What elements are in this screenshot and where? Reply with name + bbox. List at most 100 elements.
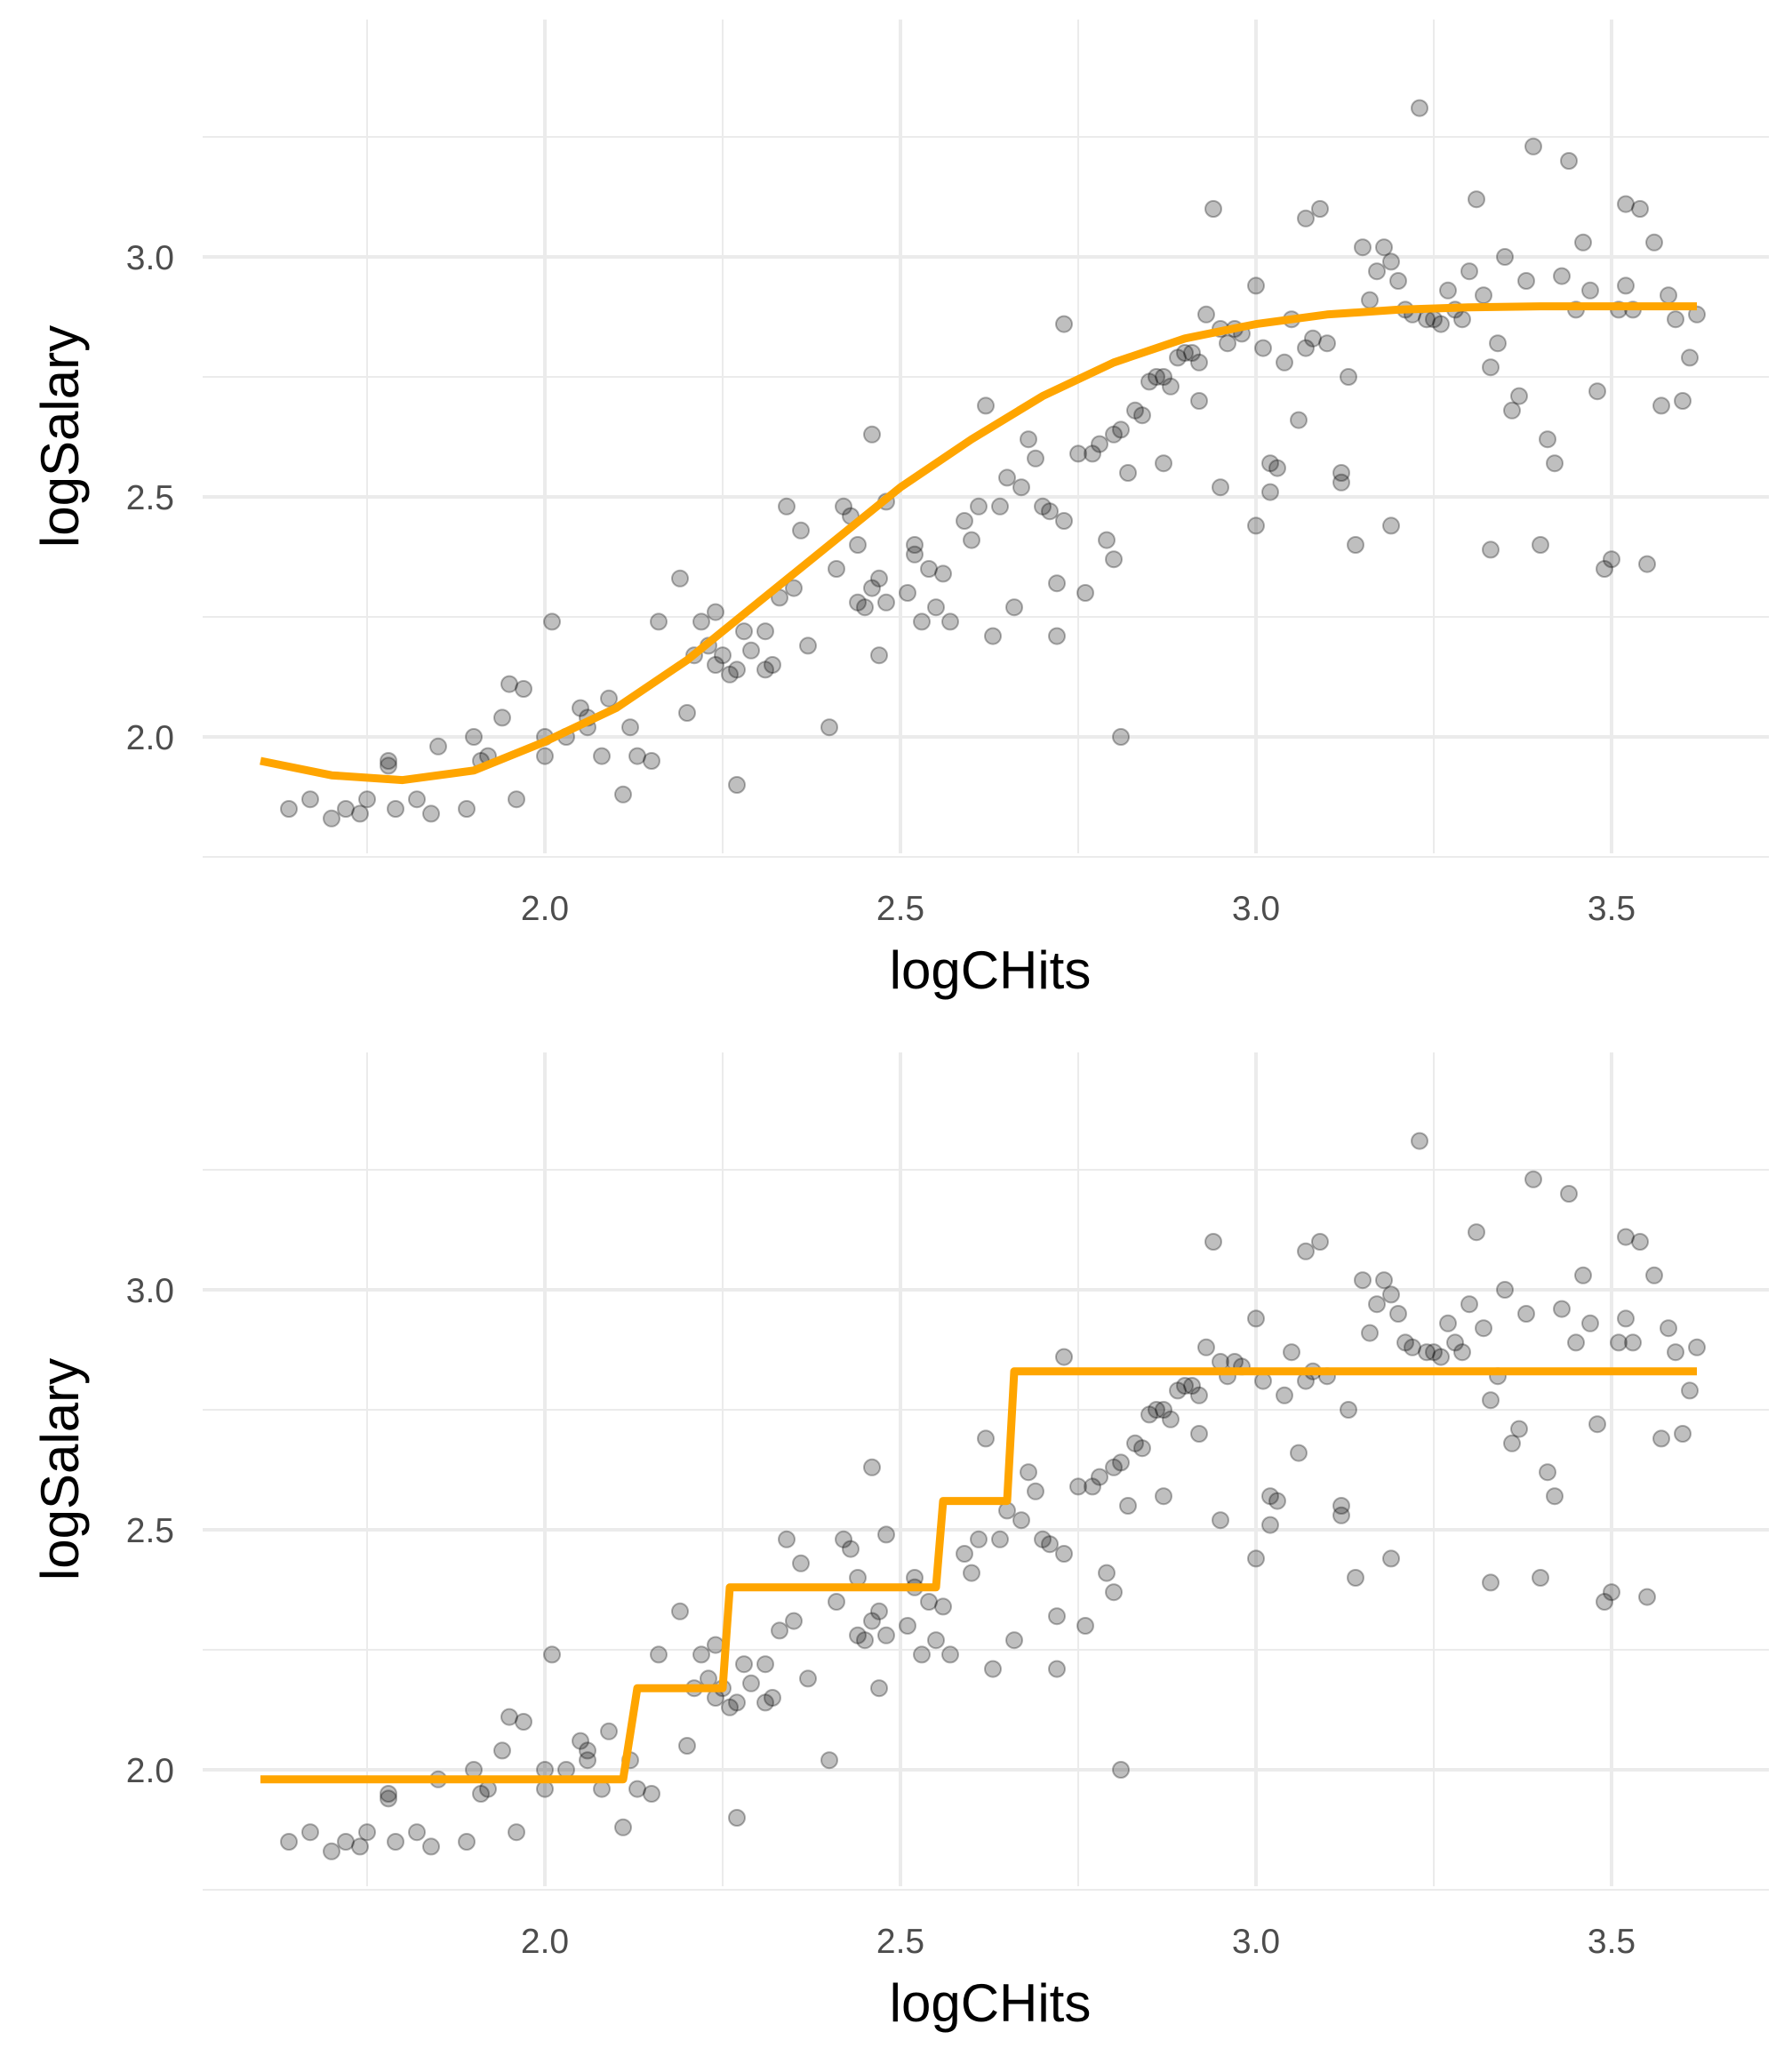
data-point	[1169, 348, 1187, 367]
data-point	[1119, 464, 1137, 482]
data-point	[906, 536, 924, 554]
gridlines	[203, 1052, 1769, 1891]
data-point	[785, 1612, 803, 1630]
data-point	[820, 718, 838, 737]
data-point	[1581, 281, 1599, 300]
data-point	[1190, 353, 1208, 372]
data-point	[1375, 238, 1393, 257]
data-point	[1517, 272, 1535, 290]
data-point	[941, 1645, 959, 1664]
data-point	[1176, 1377, 1194, 1395]
data-point	[500, 1708, 518, 1726]
data-point	[1347, 1569, 1364, 1587]
y-axis-title: logSalary	[30, 1358, 90, 1580]
data-point	[387, 1833, 404, 1851]
data-point	[1155, 1401, 1172, 1419]
data-point	[1212, 478, 1229, 497]
data-point	[515, 1713, 532, 1731]
data-point	[1076, 1617, 1094, 1635]
data-point	[870, 1602, 888, 1620]
data-point	[301, 790, 319, 809]
data-point	[380, 1789, 397, 1808]
y-tick-label: 3.0	[126, 1272, 174, 1310]
y-tick-label: 2.0	[126, 719, 174, 757]
data-point	[1482, 358, 1500, 377]
data-point	[1112, 420, 1130, 439]
data-point	[721, 665, 739, 684]
data-point	[1276, 353, 1293, 372]
data-point	[1546, 1487, 1564, 1506]
data-point	[1375, 1271, 1393, 1290]
data-point	[870, 569, 888, 588]
data-point	[1268, 459, 1286, 477]
data-point	[1297, 209, 1315, 228]
data-point	[1261, 483, 1279, 501]
data-point	[1091, 1468, 1108, 1486]
data-point	[1055, 1348, 1073, 1366]
data-point	[600, 689, 618, 708]
data-point	[856, 1631, 874, 1650]
data-point	[1112, 1453, 1130, 1472]
data-point	[778, 497, 796, 516]
data-point	[870, 1679, 888, 1698]
data-point	[1318, 334, 1336, 353]
data-point	[1617, 1228, 1635, 1246]
data-point	[849, 536, 867, 554]
data-point	[1055, 315, 1073, 333]
data-point	[1084, 1477, 1101, 1496]
data-point	[1176, 344, 1194, 362]
data-point	[1617, 1309, 1635, 1328]
data-point	[1617, 276, 1635, 295]
data-point	[1283, 1343, 1300, 1362]
data-point	[991, 497, 1009, 516]
data-point	[1332, 473, 1350, 492]
data-point	[1119, 1497, 1137, 1515]
data-point	[1361, 291, 1379, 309]
data-point	[1446, 1333, 1464, 1352]
data-point	[728, 1809, 746, 1827]
data-point	[1667, 310, 1684, 329]
data-point	[799, 1669, 817, 1688]
data-point	[728, 1693, 746, 1712]
data-point	[899, 1617, 916, 1635]
data-point	[650, 1645, 668, 1664]
x-axis-title: logCHits	[890, 1973, 1092, 2033]
data-point	[323, 1842, 340, 1860]
data-point	[877, 593, 895, 612]
data-point	[721, 1698, 739, 1716]
data-point	[1126, 1434, 1144, 1452]
panel-bottom: 2.0 2.5 3.0 3.5 2.0 2.5 3.0 logCHits logSalary	[30, 1052, 1769, 2033]
data-point	[380, 752, 397, 770]
x-tick-label: 2.5	[876, 1923, 924, 1961]
x-tick-label: 3.5	[1588, 1923, 1636, 1961]
data-point	[1503, 1434, 1521, 1452]
data-point	[1631, 1233, 1649, 1251]
data-point	[1204, 1233, 1222, 1251]
data-point	[1048, 574, 1066, 593]
data-point	[1048, 627, 1066, 645]
data-point	[1638, 1588, 1656, 1606]
data-point	[351, 1837, 369, 1856]
data-point	[1105, 1458, 1123, 1476]
data-point	[913, 1645, 931, 1664]
data-point	[877, 1525, 895, 1544]
x-tick-label: 3.0	[1232, 1923, 1280, 1961]
data-point	[778, 1530, 796, 1548]
data-point	[1404, 1338, 1421, 1356]
data-point	[380, 756, 397, 775]
data-point	[1126, 401, 1144, 420]
data-point	[1524, 137, 1542, 156]
data-point	[408, 1823, 426, 1842]
data-point	[1532, 1569, 1549, 1587]
data-point	[977, 396, 995, 415]
data-point	[678, 704, 696, 722]
data-point	[1069, 444, 1087, 463]
data-point	[1169, 1381, 1187, 1400]
data-point	[1155, 454, 1172, 473]
data-point	[1524, 1170, 1542, 1188]
data-point	[465, 728, 483, 746]
data-point	[1553, 267, 1571, 285]
data-point	[1674, 1425, 1692, 1443]
data-point	[1560, 1185, 1578, 1203]
